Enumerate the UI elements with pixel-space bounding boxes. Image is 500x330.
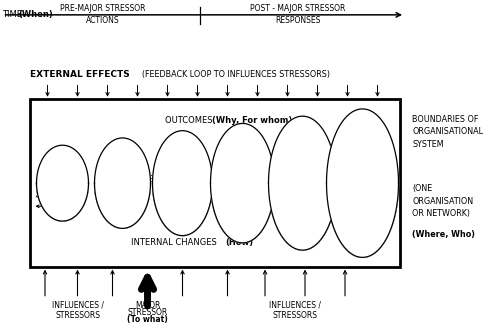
Text: (FEEDBACK LOOP TO INFLUENCES STRESSORS): (FEEDBACK LOOP TO INFLUENCES STRESSORS) bbox=[142, 70, 330, 79]
Text: PRE-MAJOR STRESSOR: PRE-MAJOR STRESSOR bbox=[60, 4, 145, 14]
Polygon shape bbox=[152, 131, 212, 236]
Polygon shape bbox=[326, 109, 398, 257]
Polygon shape bbox=[210, 123, 274, 243]
Text: EXTERNAL EFFECTS: EXTERNAL EFFECTS bbox=[30, 70, 130, 79]
Text: OPERATIONS: OPERATIONS bbox=[137, 175, 193, 184]
Text: (Where, Who): (Where, Who) bbox=[412, 230, 476, 239]
Text: BOUNDARIES OF
ORGANISATIONAL
SYSTEM: BOUNDARIES OF ORGANISATIONAL SYSTEM bbox=[412, 115, 484, 149]
Text: ACTIONS: ACTIONS bbox=[86, 16, 119, 25]
Text: INTERNAL CHANGES: INTERNAL CHANGES bbox=[131, 238, 219, 247]
Polygon shape bbox=[36, 145, 88, 221]
Text: STRESSOR: STRESSOR bbox=[128, 308, 168, 317]
Text: (When): (When) bbox=[18, 10, 53, 19]
Text: TIME: TIME bbox=[2, 10, 25, 19]
Polygon shape bbox=[268, 116, 336, 250]
Text: (Why, For whom): (Why, For whom) bbox=[212, 116, 292, 125]
FancyBboxPatch shape bbox=[30, 99, 400, 267]
Text: POST - MAJOR STRESSOR: POST - MAJOR STRESSOR bbox=[250, 4, 345, 14]
Text: (ONE
ORGANISATION
OR NETWORK): (ONE ORGANISATION OR NETWORK) bbox=[412, 184, 474, 218]
Text: OUTCOMES: OUTCOMES bbox=[165, 116, 215, 125]
Text: (To what): (To what) bbox=[127, 315, 168, 324]
Text: INFLUENCES /
STRESSORS: INFLUENCES / STRESSORS bbox=[52, 300, 104, 320]
Text: RESPONSES: RESPONSES bbox=[275, 16, 320, 25]
Text: (How): (How) bbox=[225, 238, 253, 247]
Text: (What): (What) bbox=[196, 175, 229, 184]
Text: MAJOR: MAJOR bbox=[135, 301, 160, 310]
Text: INFLUENCES /
STRESSORS: INFLUENCES / STRESSORS bbox=[269, 300, 321, 320]
Polygon shape bbox=[94, 138, 150, 228]
